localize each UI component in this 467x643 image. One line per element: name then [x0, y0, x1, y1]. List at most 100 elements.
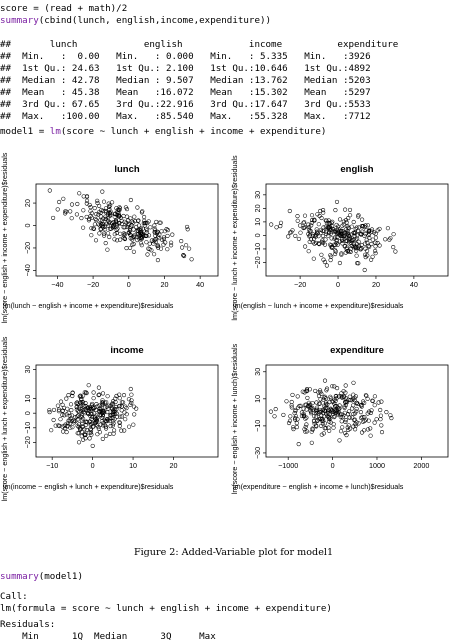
data-point: [96, 385, 101, 390]
data-point: [366, 233, 371, 238]
data-point: [164, 227, 169, 232]
data-point: [189, 257, 194, 262]
data-point: [286, 420, 292, 426]
data-point: [119, 400, 124, 405]
data-point: [74, 404, 79, 410]
data-point: [289, 405, 294, 410]
data-point: [323, 425, 328, 431]
data-point: [338, 429, 344, 434]
data-point: [103, 241, 108, 246]
data-point: [103, 424, 109, 429]
x-tick-label: 0: [91, 461, 95, 470]
data-point: [84, 427, 89, 433]
data-point: [118, 231, 123, 236]
data-point: [76, 413, 81, 418]
data-point: [70, 393, 75, 399]
data-point: [304, 387, 310, 392]
data-point: [128, 197, 133, 203]
panel-title: lunch: [114, 164, 140, 175]
data-point: [391, 232, 396, 237]
data-point: [343, 383, 348, 388]
data-point: [340, 241, 345, 246]
x-tick-label: −20: [87, 280, 99, 289]
data-point: [320, 421, 325, 426]
data-point: [76, 440, 82, 445]
y-tick-label: 20: [23, 199, 32, 207]
data-point: [121, 400, 126, 405]
data-point: [58, 399, 64, 404]
data-point: [357, 243, 362, 249]
data-point: [99, 218, 105, 223]
data-point: [318, 397, 323, 402]
data-point: [130, 242, 135, 247]
data-point: [378, 413, 383, 418]
data-point: [121, 213, 126, 219]
data-point: [105, 247, 110, 252]
data-point: [333, 398, 338, 403]
data-point: [324, 221, 329, 226]
data-point: [57, 199, 62, 205]
data-point: [321, 407, 326, 412]
data-point: [181, 253, 186, 258]
data-point: [132, 233, 137, 238]
data-point: [350, 238, 355, 243]
data-point: [291, 427, 296, 432]
data-point: [136, 218, 141, 223]
x-tick-label: 40: [196, 280, 204, 289]
data-point: [365, 427, 371, 432]
data-point: [313, 388, 318, 393]
data-point: [128, 226, 133, 231]
data-point: [157, 220, 162, 225]
data-point: [77, 191, 82, 196]
data-point: [317, 242, 322, 247]
data-point: [94, 212, 99, 217]
data-point: [295, 218, 300, 223]
data-point: [100, 221, 105, 226]
data-point: [351, 245, 356, 250]
data-point: [373, 244, 378, 249]
data-point: [103, 419, 108, 424]
data-point: [184, 243, 189, 248]
data-point: [108, 226, 113, 231]
data-point: [353, 427, 358, 432]
data-point: [322, 228, 327, 233]
data-point: [326, 410, 331, 416]
data-point: [93, 420, 98, 426]
data-point: [75, 201, 80, 207]
data-point: [170, 232, 175, 237]
data-point: [339, 252, 344, 257]
data-point: [371, 230, 377, 235]
data-point: [308, 408, 313, 413]
data-point: [363, 393, 368, 398]
data-point: [132, 214, 137, 219]
data-point: [320, 233, 326, 238]
data-point: [169, 243, 174, 248]
data-point: [71, 418, 76, 423]
y-tick-label: 30: [23, 365, 32, 373]
data-point: [335, 235, 340, 240]
data-point: [98, 407, 103, 412]
data-point: [47, 188, 52, 193]
data-point: [152, 223, 157, 228]
data-point: [362, 267, 367, 273]
data-point: [314, 409, 319, 414]
data-point: [123, 417, 128, 422]
data-point: [102, 224, 108, 229]
y-tick-label: 30: [253, 368, 262, 376]
data-point: [51, 417, 56, 423]
data-point: [295, 214, 300, 219]
data-point: [374, 417, 379, 422]
data-point: [298, 230, 303, 235]
data-point: [165, 233, 170, 238]
code-line-model: model1 = lm(score ~ lunch + english + in…: [0, 126, 467, 138]
data-point: [318, 227, 324, 232]
data-point: [155, 243, 161, 248]
data-point: [119, 428, 124, 433]
data-point: [307, 239, 312, 244]
data-point: [103, 217, 108, 222]
data-point: [129, 400, 134, 405]
data-point: [360, 419, 366, 424]
data-point: [124, 214, 130, 219]
data-point: [303, 429, 308, 434]
data-point: [105, 394, 110, 399]
